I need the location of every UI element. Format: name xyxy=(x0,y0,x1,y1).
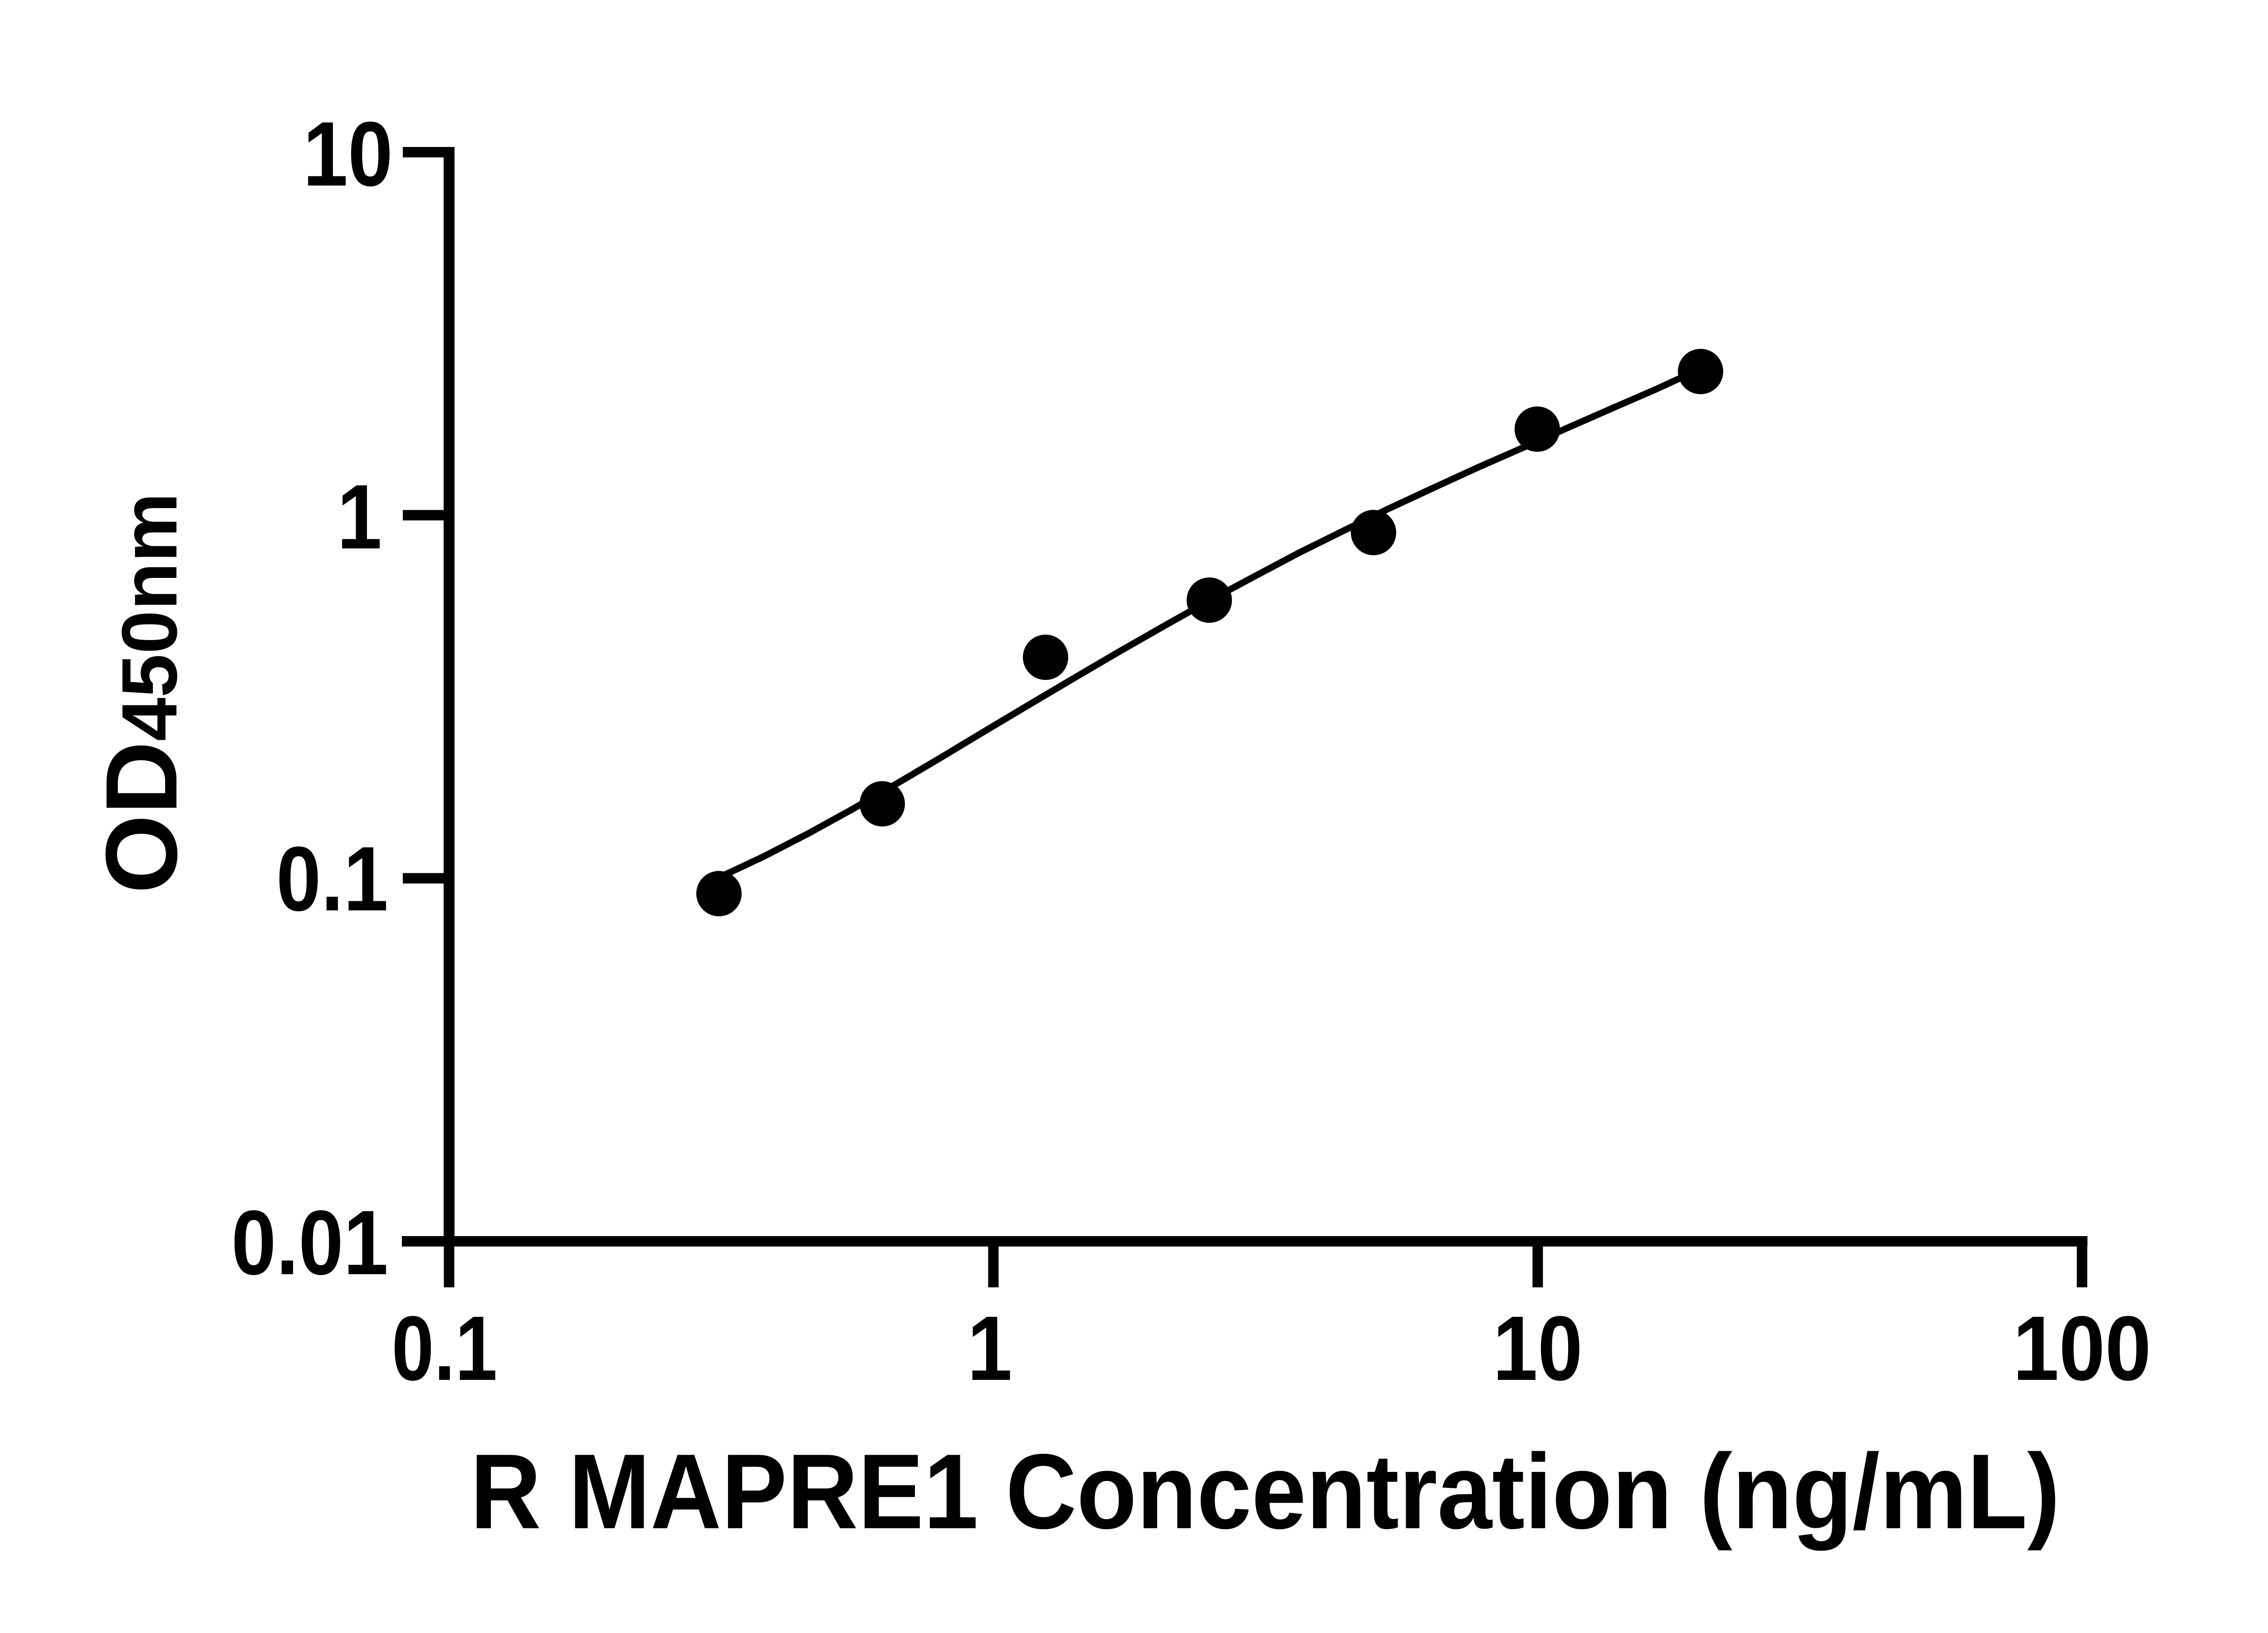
svg-text:1: 1 xyxy=(968,1297,1012,1399)
svg-text:0.1: 0.1 xyxy=(392,1297,498,1399)
svg-text:0.01: 0.01 xyxy=(231,1191,388,1294)
svg-text:R MAPRE1 Concentration (ng/mL): R MAPRE1 Concentration (ng/mL) xyxy=(470,1432,2060,1551)
svg-text:10: 10 xyxy=(1493,1297,1583,1399)
svg-text:100: 100 xyxy=(2013,1297,2151,1399)
svg-text:0.1: 0.1 xyxy=(276,827,388,930)
svg-text:OD450nm: OD450nm xyxy=(85,493,198,894)
svg-text:1: 1 xyxy=(337,465,382,568)
svg-text:10: 10 xyxy=(303,103,393,205)
